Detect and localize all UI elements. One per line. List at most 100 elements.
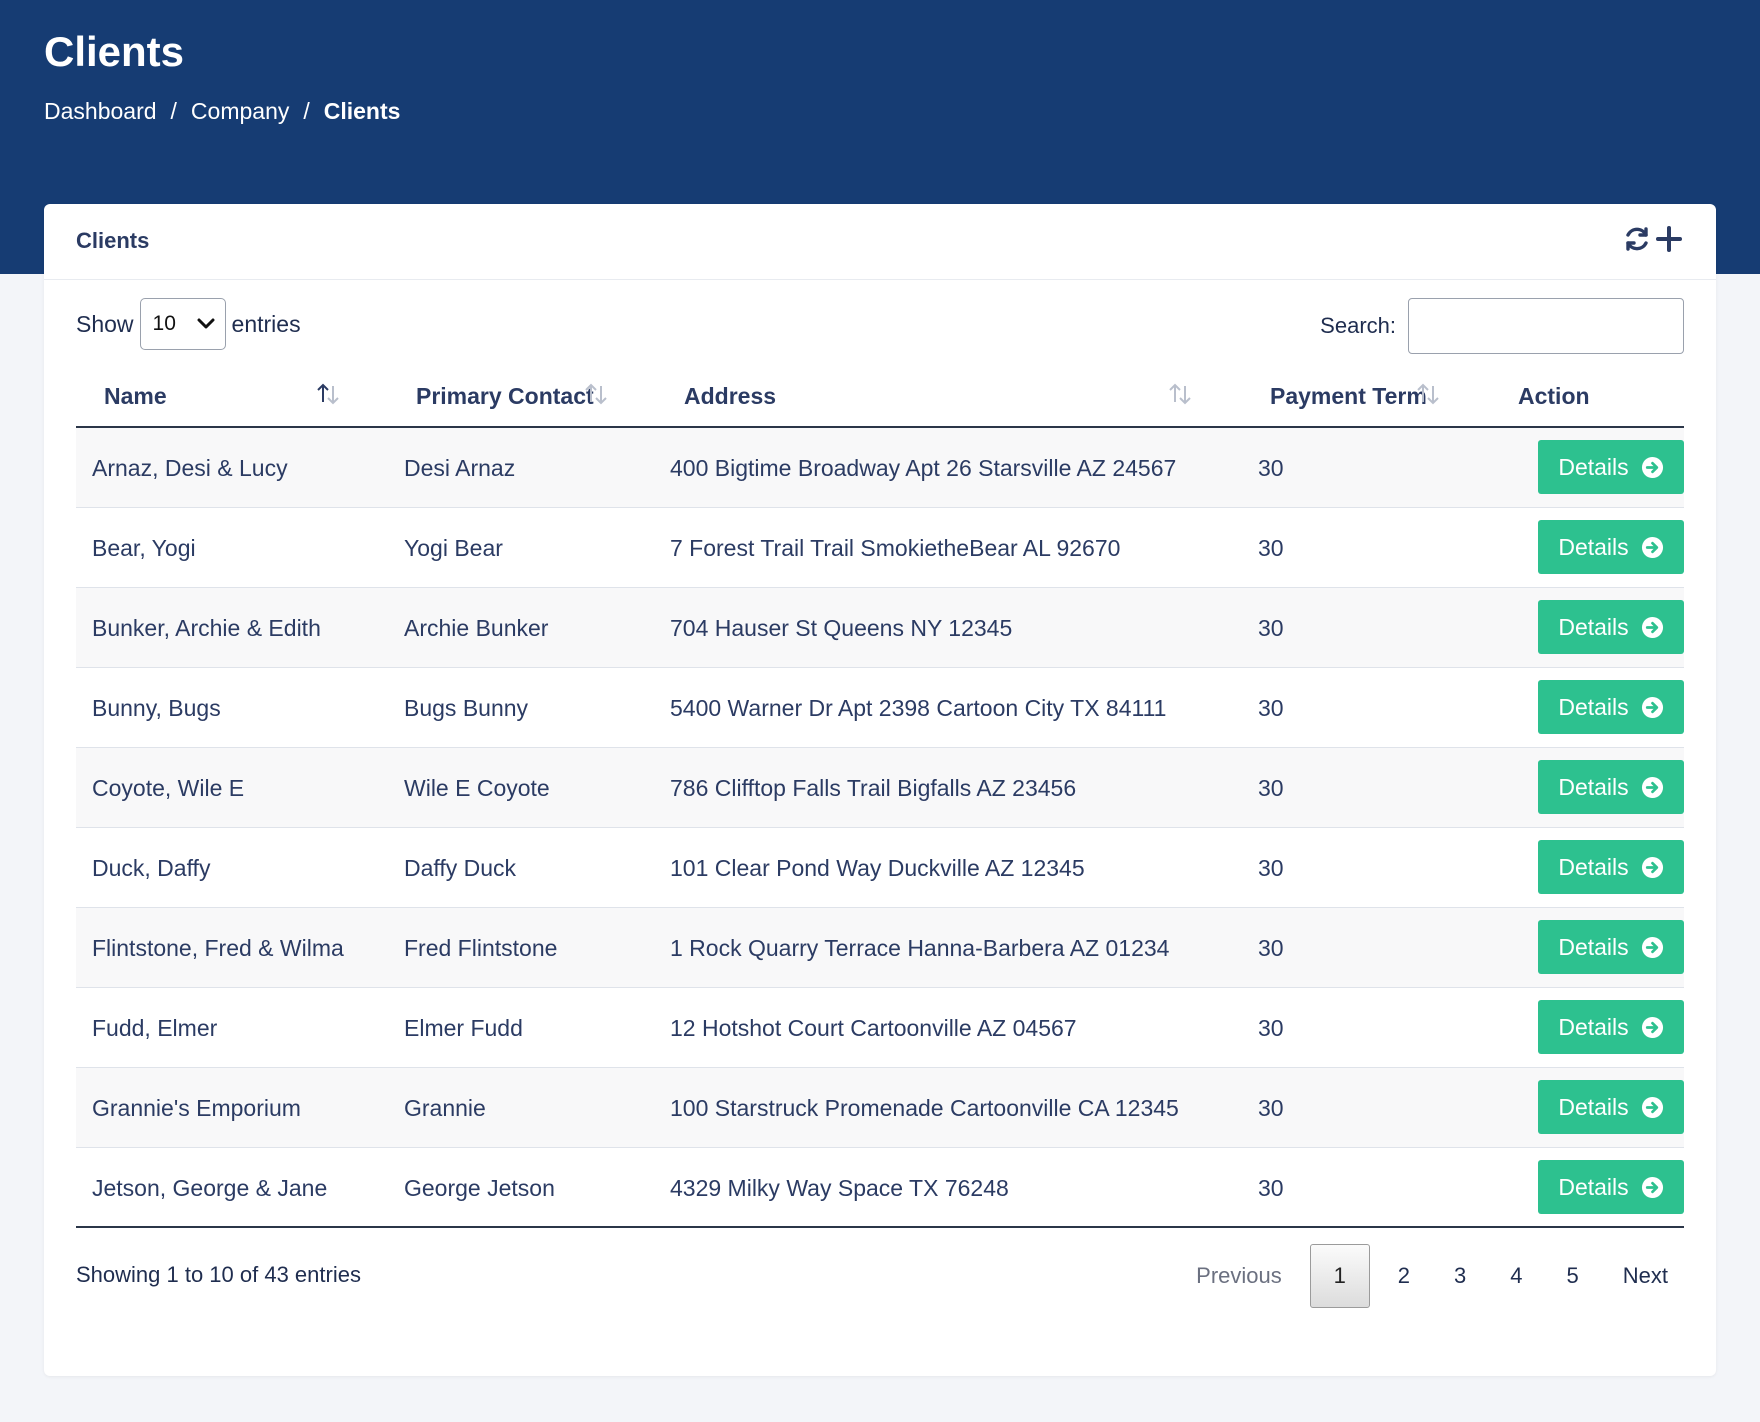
clients-card: Clients Show 10 entries Search: — [44, 204, 1716, 1376]
address: 4329 Milky Way Space TX 76248 — [670, 1174, 1009, 1201]
details-button-label: Details — [1558, 1093, 1629, 1120]
address: 400 Bigtime Broadway Apt 26 Starsville A… — [670, 454, 1177, 481]
arrow-circle-right-icon — [1641, 456, 1663, 478]
column-header-name[interactable]: Name — [104, 382, 167, 409]
entries-select[interactable]: 10 — [139, 298, 226, 350]
entries-label: entries — [231, 310, 301, 337]
client-name: Bunker, Archie & Edith — [92, 614, 321, 641]
breadcrumb-company[interactable]: Company — [190, 98, 290, 124]
pagination: Previous 1 2 3 4 5 Next — [1174, 1244, 1690, 1308]
primary-contact: Wile E Coyote — [404, 774, 550, 801]
table-header: Name Primary Contact Address Pay — [76, 364, 1684, 428]
primary-contact: Elmer Fudd — [404, 1014, 523, 1041]
address: 786 Clifftop Falls Trail Bigfalls AZ 234… — [670, 774, 1077, 801]
client-name: Arnaz, Desi & Lucy — [92, 454, 288, 481]
column-header-payment-term[interactable]: Payment Term — [1270, 382, 1427, 409]
address: 7 Forest Trail Trail SmokietheBear AL 92… — [670, 534, 1121, 561]
address: 12 Hotshot Court Cartoonville AZ 04567 — [670, 1014, 1077, 1041]
search-input[interactable] — [1408, 298, 1684, 354]
pagination-page-5[interactable]: 5 — [1566, 1263, 1579, 1288]
arrow-circle-right-icon — [1641, 696, 1663, 718]
refresh-icon[interactable] — [1622, 224, 1652, 254]
column-header-action: Action — [1518, 382, 1590, 409]
details-button-label: Details — [1558, 773, 1629, 800]
details-button[interactable]: Details — [1538, 440, 1684, 494]
payment-term: 30 — [1258, 1174, 1284, 1201]
payment-term: 30 — [1258, 774, 1284, 801]
details-button[interactable]: Details — [1538, 1160, 1684, 1214]
details-button-label: Details — [1558, 853, 1629, 880]
primary-contact: George Jetson — [404, 1174, 555, 1201]
details-button[interactable]: Details — [1538, 760, 1684, 814]
table-row: Fudd, Elmer Elmer Fudd 12 Hotshot Court … — [76, 988, 1684, 1068]
arrow-circle-right-icon — [1641, 776, 1663, 798]
payment-term: 30 — [1258, 534, 1284, 561]
pagination-page-4[interactable]: 4 — [1510, 1263, 1523, 1288]
details-button[interactable]: Details — [1538, 680, 1684, 734]
table-row: Arnaz, Desi & Lucy Desi Arnaz 400 Bigtim… — [76, 428, 1684, 508]
details-button-label: Details — [1558, 453, 1629, 480]
column-header-address[interactable]: Address — [684, 382, 777, 409]
table-row: Bunny, Bugs Bugs Bunny 5400 Warner Dr Ap… — [76, 668, 1684, 748]
arrow-circle-right-icon — [1641, 536, 1663, 558]
pagination-page-3[interactable]: 3 — [1454, 1263, 1467, 1288]
sort-icon[interactable] — [582, 380, 610, 408]
table-info: Showing 1 to 10 of 43 entries — [76, 1262, 361, 1287]
details-button[interactable]: Details — [1538, 520, 1684, 574]
client-name: Bear, Yogi — [92, 534, 196, 561]
arrow-circle-right-icon — [1641, 1016, 1663, 1038]
search-control: Search: — [1320, 298, 1684, 354]
address: 1 Rock Quarry Terrace Hanna-Barbera AZ 0… — [670, 934, 1170, 961]
details-button[interactable]: Details — [1538, 1000, 1684, 1054]
payment-term: 30 — [1258, 934, 1284, 961]
arrow-circle-right-icon — [1641, 1096, 1663, 1118]
card-header: Clients — [44, 204, 1716, 280]
arrow-circle-right-icon — [1641, 616, 1663, 638]
payment-term: 30 — [1258, 854, 1284, 881]
address: 101 Clear Pond Way Duckville AZ 12345 — [670, 854, 1085, 881]
breadcrumb-clients: Clients — [323, 98, 401, 124]
add-icon[interactable] — [1654, 224, 1684, 254]
payment-term: 30 — [1258, 1014, 1284, 1041]
address: 704 Hauser St Queens NY 12345 — [670, 614, 1013, 641]
table-row: Flintstone, Fred & Wilma Fred Flintstone… — [76, 908, 1684, 988]
details-button-label: Details — [1558, 613, 1629, 640]
entries-select-value: 10 — [152, 312, 176, 335]
pagination-page-2[interactable]: 2 — [1397, 1263, 1410, 1288]
primary-contact: Archie Bunker — [404, 614, 549, 641]
table-body: Arnaz, Desi & Lucy Desi Arnaz 400 Bigtim… — [76, 428, 1684, 1228]
client-name: Bunny, Bugs — [92, 694, 221, 721]
primary-contact: Bugs Bunny — [404, 694, 529, 721]
table-row: Coyote, Wile E Wile E Coyote 786 Cliffto… — [76, 748, 1684, 828]
table-row: Grannie's Emporium Grannie 100 Starstruc… — [76, 1068, 1684, 1148]
primary-contact: Fred Flintstone — [404, 934, 558, 961]
table-row: Bunker, Archie & Edith Archie Bunker 704… — [76, 588, 1684, 668]
client-name: Jetson, George & Jane — [92, 1174, 328, 1201]
card-actions — [1622, 224, 1684, 254]
card-title: Clients — [76, 228, 150, 253]
client-name: Fudd, Elmer — [92, 1014, 218, 1041]
pagination-previous[interactable]: Previous — [1196, 1263, 1282, 1288]
pagination-next[interactable]: Next — [1622, 1263, 1668, 1288]
breadcrumb-dashboard[interactable]: Dashboard — [44, 98, 157, 124]
sort-icon[interactable] — [1414, 380, 1442, 408]
column-header-primary-contact[interactable]: Primary Contact — [416, 382, 594, 409]
breadcrumb: Dashboard / Company / Clients — [44, 98, 400, 125]
client-name: Coyote, Wile E — [92, 774, 245, 801]
payment-term: 30 — [1258, 694, 1284, 721]
details-button[interactable]: Details — [1538, 600, 1684, 654]
details-button[interactable]: Details — [1538, 840, 1684, 894]
client-name: Duck, Daffy — [92, 854, 211, 881]
primary-contact: Daffy Duck — [404, 854, 517, 881]
details-button-label: Details — [1558, 933, 1629, 960]
sort-ascending-icon[interactable] — [314, 380, 342, 408]
details-button[interactable]: Details — [1538, 1080, 1684, 1134]
client-name: Flintstone, Fred & Wilma — [92, 934, 344, 961]
details-button-label: Details — [1558, 533, 1629, 560]
table-row: Bear, Yogi Yogi Bear 7 Forest Trail Trai… — [76, 508, 1684, 588]
pagination-page-1[interactable]: 1 — [1309, 1244, 1370, 1308]
arrow-circle-right-icon — [1641, 936, 1663, 958]
breadcrumb-separator: / — [303, 98, 310, 124]
details-button[interactable]: Details — [1538, 920, 1684, 974]
sort-icon[interactable] — [1166, 380, 1194, 408]
